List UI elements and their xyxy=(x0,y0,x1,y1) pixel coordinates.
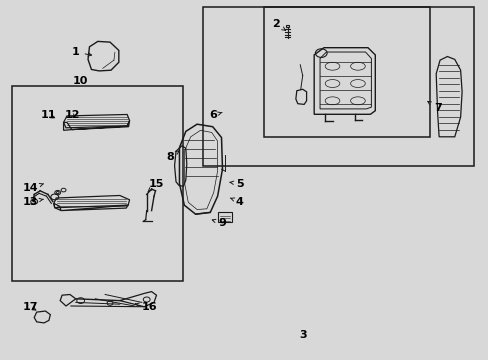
Text: 10: 10 xyxy=(73,76,88,86)
Text: 1: 1 xyxy=(72,47,91,57)
Text: 16: 16 xyxy=(135,302,157,312)
Text: 6: 6 xyxy=(208,110,222,120)
Text: 15: 15 xyxy=(148,179,164,192)
Text: 17: 17 xyxy=(22,302,38,312)
Text: 13: 13 xyxy=(22,197,43,207)
Text: 11: 11 xyxy=(41,110,57,120)
Text: 4: 4 xyxy=(230,197,243,207)
Text: 8: 8 xyxy=(166,151,179,162)
Text: 9: 9 xyxy=(212,218,226,228)
Text: 5: 5 xyxy=(229,179,243,189)
Text: 7: 7 xyxy=(427,102,441,113)
Text: 14: 14 xyxy=(22,183,43,193)
Bar xyxy=(12,86,183,281)
Bar xyxy=(203,7,473,166)
Text: 12: 12 xyxy=(64,110,80,120)
Text: 2: 2 xyxy=(272,19,285,30)
Text: 3: 3 xyxy=(299,330,306,340)
Bar xyxy=(264,7,429,137)
